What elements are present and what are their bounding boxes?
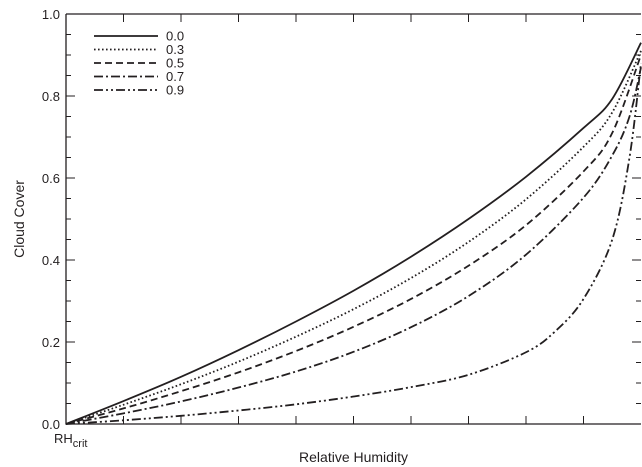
y-axis-title: Cloud Cover	[11, 180, 27, 258]
series-line-0-3	[65, 50, 642, 425]
tick-marks	[66, 13, 641, 425]
series-line-0-7	[65, 67, 642, 425]
x-tick-label-main: RH	[54, 431, 73, 446]
y-tick-label: 0.0	[42, 417, 60, 432]
legend-label-0-7: 0.7	[166, 69, 184, 84]
y-tick-label: 0.2	[42, 335, 60, 350]
axes: 0.0 0.2 0.4 0.6 0.8 1.0 RHcrit Relative Humidit…	[11, 7, 641, 465]
y-tick-label: 0.4	[42, 253, 60, 268]
legend-label-0-9: 0.9	[166, 83, 184, 98]
y-tick-label: 0.6	[42, 171, 60, 186]
legend-label-0-5: 0.5	[166, 56, 184, 71]
legend-label-0-3: 0.3	[166, 42, 184, 57]
series-line-0-0	[65, 42, 642, 425]
plot-frame	[65, 13, 641, 425]
series-lines	[65, 42, 642, 425]
y-tick-label: 1.0	[42, 7, 60, 22]
series-line-0-5	[65, 54, 642, 425]
legend-label-0-0: 0.0	[166, 29, 184, 44]
y-tick-label: 0.8	[42, 89, 60, 104]
x-tick-label-rh-crit: RHcrit	[54, 431, 87, 450]
legend: 0.00.30.50.70.9	[94, 29, 184, 98]
x-axis-title: Relative Humidity	[299, 449, 408, 465]
series-line-0-9	[65, 63, 642, 425]
x-tick-label-sub: crit	[73, 438, 88, 450]
